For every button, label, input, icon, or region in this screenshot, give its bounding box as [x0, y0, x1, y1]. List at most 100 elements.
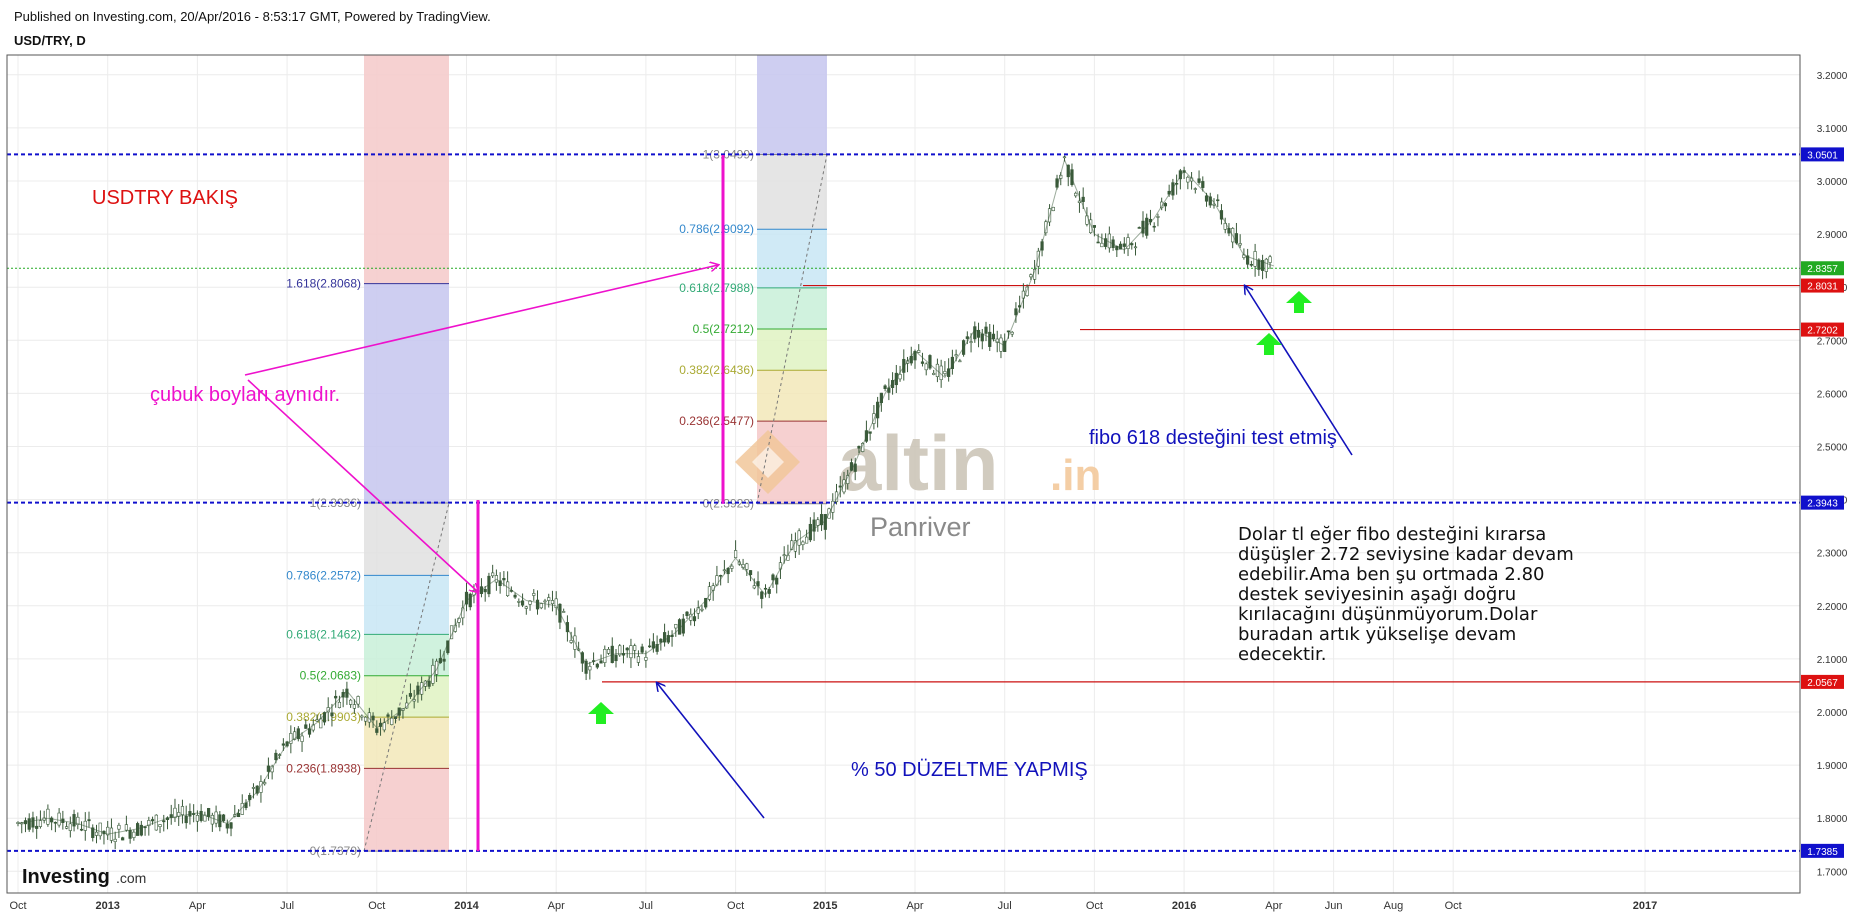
y-tick-label: 2.9000: [1817, 230, 1848, 241]
candle-body: [229, 822, 233, 829]
candle-body: [692, 616, 697, 622]
candle-body: [816, 519, 820, 526]
candle-body: [1003, 340, 1007, 352]
candle-body: [1089, 219, 1093, 234]
candle-body: [655, 644, 659, 652]
candle-body: [1051, 206, 1055, 212]
candle-body: [98, 822, 102, 837]
candle-body: [733, 550, 738, 559]
price-line: [17, 158, 1274, 835]
y-tick-label: 3.0000: [1817, 177, 1848, 188]
candle-body: [902, 358, 906, 373]
candle-body: [173, 807, 177, 818]
x-tick-label: Aug: [1384, 900, 1404, 912]
candle-body: [94, 831, 99, 836]
candle-body: [554, 598, 558, 609]
price-tag: [1801, 261, 1844, 276]
candle-body: [263, 782, 267, 785]
y-tick-label: 2.1000: [1817, 655, 1848, 666]
candle-body: [883, 385, 887, 389]
bars-note-annotation: çubuk boyları aynıdır.: [150, 384, 340, 406]
candle-body: [162, 820, 166, 823]
candle-body: [296, 728, 300, 740]
candle-body: [251, 787, 256, 789]
candle-body: [614, 654, 618, 662]
candle-body: [393, 716, 398, 719]
candle-body: [801, 541, 805, 546]
correction-annotation: % 50 DÜZELTME YAPMIŞ: [851, 759, 1088, 781]
candle-body: [517, 601, 521, 603]
watermark-logo-inner-icon: [752, 446, 784, 478]
fib-level-label: 1(2.3936): [310, 496, 361, 510]
candle-body: [853, 463, 857, 472]
candle-body: [539, 603, 543, 609]
candle-body: [1249, 264, 1253, 266]
fib-zone: [364, 502, 449, 576]
comment-line: düşüşler 2.72 seviysine kadar devam: [1238, 544, 1574, 565]
candle-body: [292, 731, 297, 740]
x-tick-label: Apr: [1265, 900, 1282, 912]
candle-body: [266, 765, 271, 772]
candle-body: [225, 823, 229, 829]
y-tick-label: 1.9000: [1817, 761, 1848, 772]
candle-body: [184, 815, 188, 824]
price-tag-label: 2.7202: [1807, 326, 1838, 337]
candle-body: [980, 333, 984, 342]
candle-body: [1014, 308, 1018, 316]
candle-body: [35, 825, 39, 829]
x-tick-label: Jul: [639, 900, 653, 912]
candle-body: [535, 599, 540, 610]
watermark: altin .in Panriver: [735, 419, 1101, 542]
candle-body: [195, 815, 200, 822]
candle-body: [1257, 259, 1261, 270]
candle-body: [1186, 176, 1190, 183]
candle-body: [636, 656, 641, 663]
candle-body: [775, 577, 779, 585]
y-tick-label: 3.2000: [1817, 71, 1848, 82]
blue-arrow: [1245, 286, 1353, 456]
candle-body: [1156, 216, 1160, 218]
candle-body: [1044, 221, 1048, 234]
candle-body: [965, 336, 969, 339]
candle-body: [1081, 196, 1085, 202]
logo-suffix: .com: [116, 870, 146, 886]
y-tick-label: 2.0000: [1817, 708, 1848, 719]
candle-body: [1096, 241, 1100, 244]
fib-zone: [757, 287, 827, 330]
y-tick-label: 1.8000: [1817, 814, 1848, 825]
candle-body: [763, 587, 768, 590]
candle-body: [857, 445, 861, 449]
candle-body: [199, 810, 203, 821]
candle-body: [1268, 256, 1272, 263]
candle-body: [31, 817, 35, 828]
candle-body: [648, 645, 652, 648]
candle-body: [752, 585, 756, 589]
y-tick-label: 2.7000: [1817, 336, 1848, 347]
investing-logo: Investing .com: [22, 866, 146, 888]
candle-body: [363, 716, 368, 722]
published-header: Published on Investing.com, 20/Apr/2016 …: [14, 9, 491, 24]
candle-body: [898, 374, 902, 380]
x-tick-label: Oct: [727, 900, 744, 912]
candle-body: [984, 326, 988, 334]
candle-body: [274, 752, 278, 761]
candle-body: [91, 827, 95, 838]
candle-body: [1201, 181, 1205, 188]
fib-level-label: 0.382(2.6436): [679, 363, 754, 377]
candle-body: [797, 530, 801, 546]
x-tick-label: 2013: [95, 900, 119, 912]
candle-body: [640, 646, 644, 653]
fib-zone: [364, 717, 449, 769]
comment-line: destek seviyesinin aşağı doğru: [1238, 584, 1516, 605]
candle-body: [117, 824, 121, 830]
candle-body: [562, 611, 566, 613]
magenta-arrow: [247, 379, 478, 592]
candle-body: [72, 814, 76, 827]
candle-body: [532, 593, 536, 596]
fib-zone: [757, 229, 827, 288]
candle-body: [1204, 195, 1209, 202]
candle-body: [330, 712, 334, 717]
price-tag: [1801, 322, 1844, 337]
candle-body: [644, 657, 648, 661]
